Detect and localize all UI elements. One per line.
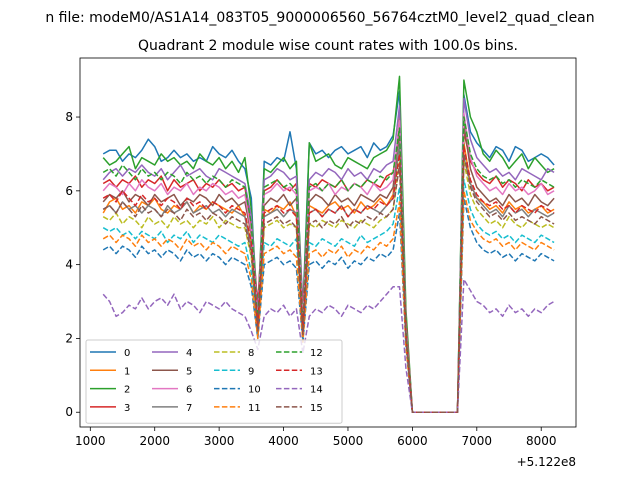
x-tick-label: 5000 bbox=[333, 434, 364, 448]
legend-label-11: 11 bbox=[248, 403, 261, 414]
x-tick-label: 3000 bbox=[204, 434, 235, 448]
legend-label-10: 10 bbox=[248, 385, 261, 396]
plot-area: 1000 2000 3000 4000 5000 6000 7000 800002468012… bbox=[65, 57, 577, 448]
series-line-2 bbox=[102, 75, 555, 413]
legend-label-2: 2 bbox=[124, 385, 130, 396]
legend-label-15: 15 bbox=[310, 403, 323, 414]
legend-label-0: 0 bbox=[124, 348, 130, 359]
series-line-6 bbox=[102, 112, 555, 413]
x-tick-label: 4000 bbox=[268, 434, 299, 448]
series-line-4 bbox=[102, 97, 555, 413]
y-tick-label: 8 bbox=[65, 110, 73, 124]
legend-label-8: 8 bbox=[248, 348, 254, 359]
series-line-9 bbox=[102, 179, 555, 413]
x-offset-label: +5.122e8 bbox=[517, 455, 576, 469]
legend-label-1: 1 bbox=[124, 366, 130, 377]
legend-label-4: 4 bbox=[186, 348, 192, 359]
series-line-5 bbox=[102, 123, 555, 413]
series-line-8 bbox=[102, 160, 555, 413]
legend-label-7: 7 bbox=[186, 403, 192, 414]
series-line-10 bbox=[102, 197, 555, 413]
y-tick-label: 6 bbox=[65, 184, 73, 198]
x-tick-label: 8000 bbox=[526, 434, 557, 448]
legend-label-9: 9 bbox=[248, 366, 254, 377]
axes-frame bbox=[79, 57, 577, 428]
legend-box bbox=[85, 339, 343, 424]
series-line-12 bbox=[102, 116, 555, 413]
x-tick-label: 6000 bbox=[397, 434, 428, 448]
y-tick-label: 4 bbox=[65, 258, 73, 272]
series-line-13 bbox=[102, 145, 555, 413]
chart-title: Quadrant 2 module wise count rates with … bbox=[138, 38, 518, 54]
legend-label-6: 6 bbox=[186, 385, 192, 396]
series-line-11 bbox=[102, 190, 555, 413]
x-tick-label: 2000 bbox=[139, 434, 170, 448]
series-line-14 bbox=[102, 278, 555, 413]
y-tick-label: 2 bbox=[65, 331, 73, 345]
legend-label-12: 12 bbox=[310, 348, 323, 359]
x-tick-label: 1000 bbox=[75, 434, 106, 448]
series-line-15 bbox=[102, 153, 555, 413]
y-tick-label: 0 bbox=[65, 405, 73, 419]
legend-label-14: 14 bbox=[310, 385, 323, 396]
figure-suptitle: n file: modeM0/AS1A14_083T05_9000006560_… bbox=[45, 10, 594, 26]
legend-label-5: 5 bbox=[186, 366, 192, 377]
series-line-0 bbox=[102, 90, 555, 413]
x-tick-label: 7000 bbox=[462, 434, 493, 448]
legend-label-13: 13 bbox=[310, 366, 323, 377]
legend-label-3: 3 bbox=[124, 403, 130, 414]
